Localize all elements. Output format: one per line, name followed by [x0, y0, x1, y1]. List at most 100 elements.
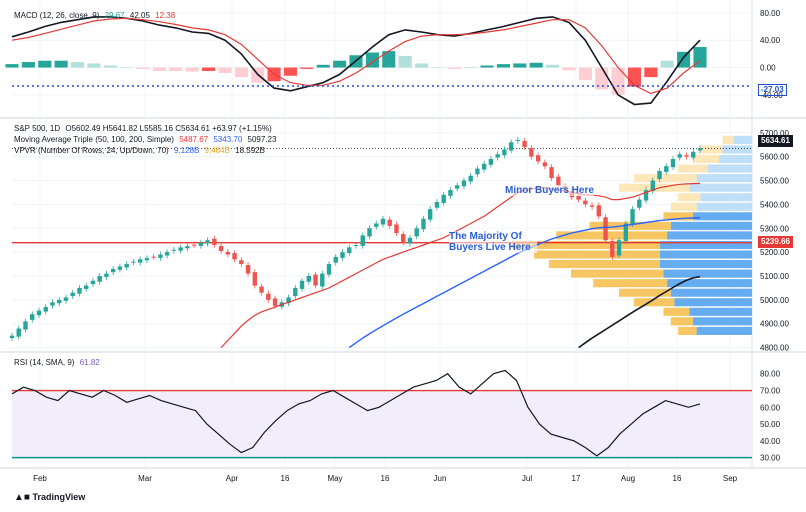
macd-histogram-bar	[578, 67, 592, 80]
volume-profile-up	[692, 154, 719, 164]
candle-body	[515, 139, 521, 141]
macd-histogram-bar	[333, 60, 347, 68]
candle-body	[117, 266, 123, 270]
macd-histogram-bar	[38, 60, 52, 68]
macd-histogram-bar	[120, 67, 134, 69]
x-tick-label: Sep	[723, 474, 738, 483]
price-tick-label: 5100.00	[760, 272, 789, 281]
candle-body	[164, 252, 170, 256]
price-legend-symbol: S&P 500, 1D	[14, 124, 61, 133]
macd-histogram-bar	[431, 67, 445, 69]
macd-histogram-bar	[185, 67, 199, 72]
candle-body	[97, 276, 102, 282]
x-tick-label: 16	[281, 474, 290, 483]
candle-body	[414, 228, 419, 237]
candle-body	[320, 273, 325, 287]
volume-profile-down	[700, 193, 752, 202]
candle-body	[50, 302, 55, 306]
candle-body	[441, 194, 446, 203]
candle-body	[596, 205, 602, 217]
x-tick-label: 16	[673, 474, 682, 483]
tradingview-logo[interactable]: ▲■ TradingView	[14, 492, 85, 503]
candle-body	[508, 142, 514, 151]
candle-body	[198, 242, 204, 246]
price-tick-label: 5400.00	[760, 200, 789, 209]
volume-profile-up	[700, 145, 723, 154]
candle-body	[110, 268, 116, 273]
candle-body	[448, 190, 453, 196]
candle-body	[43, 307, 48, 312]
macd-histogram-bar	[546, 64, 560, 68]
macd-histogram-bar	[5, 64, 19, 68]
candle-body	[272, 298, 278, 306]
macd-histogram-bar	[677, 51, 691, 68]
volume-profile-up	[663, 212, 693, 221]
candle-body	[178, 247, 183, 251]
price-tick-label: 5300.00	[760, 224, 789, 233]
volume-profile-down	[670, 221, 752, 230]
vpvr-legend-v3: 18.592B	[235, 146, 265, 155]
candle-body	[218, 245, 224, 251]
candle-body	[77, 287, 82, 294]
candle-body	[407, 237, 413, 244]
volume-profile-down	[696, 174, 752, 183]
candle-body	[495, 154, 500, 158]
macd-histogram-bar	[382, 51, 396, 68]
tradingview-label: TradingView	[32, 492, 86, 502]
macd-histogram-bar	[70, 62, 85, 68]
rsi-tick-label: 50.00	[760, 420, 781, 429]
x-tick-label: Aug	[621, 474, 635, 483]
volume-profile-down	[692, 317, 752, 326]
price-tick-label: 5500.00	[760, 177, 789, 186]
candle-body	[252, 272, 258, 286]
macd-histogram-bar	[464, 66, 478, 68]
price-tick-label: 4800.00	[760, 344, 789, 353]
candle-body	[9, 335, 15, 339]
candle-body	[16, 328, 21, 337]
volume-profile-down	[696, 326, 752, 335]
candle-body	[353, 244, 359, 246]
volume-profile-down	[707, 164, 752, 173]
macd-histogram-bar	[316, 64, 330, 68]
volume-profile-down	[659, 250, 752, 259]
candle-body	[461, 180, 467, 187]
candle-body	[556, 176, 561, 186]
volume-profile-down	[696, 202, 752, 211]
macd-histogram-bar	[152, 67, 166, 71]
candle-body	[677, 154, 682, 158]
candle-body	[468, 175, 473, 182]
candle-body	[401, 233, 406, 243]
volume-profile-down	[667, 279, 752, 288]
candle-body	[191, 244, 197, 246]
macd-histogram-bar	[54, 60, 68, 68]
macd-histogram-bar	[103, 65, 117, 68]
candle-body	[529, 148, 534, 157]
candle-body	[360, 235, 365, 246]
volume-profile-up	[512, 240, 660, 250]
rsi-legend-value: 61.82	[79, 358, 100, 367]
candle-body	[475, 168, 480, 175]
rsi-tick-label: 70.00	[760, 387, 781, 396]
volume-profile-down	[722, 145, 752, 154]
macd-tick-label: 40.00	[760, 36, 781, 45]
current-price-tag: 5634.61	[758, 135, 793, 147]
price-tick-label: 5200.00	[760, 248, 789, 257]
candle-body	[70, 292, 75, 297]
rsi-band-fill	[12, 390, 752, 458]
candle-body	[428, 209, 433, 220]
ma100-legend-value: 5343.70	[213, 135, 243, 144]
candle-body	[245, 265, 251, 274]
candle-body	[340, 252, 345, 258]
x-tick-label: 17	[572, 474, 581, 483]
candle-body	[286, 297, 291, 304]
volume-profile-down	[689, 307, 752, 316]
candle-body	[434, 202, 440, 208]
macd-histogram-bar	[562, 67, 576, 71]
ma-legend-label: Moving Average Triple (50, 100, 200, Sim…	[14, 135, 174, 144]
volume-profile-down	[718, 154, 752, 164]
vpvr-legend-label: VPVR (Number Of Rows, 24, Up/Down, 70)	[14, 146, 169, 155]
candle-body	[333, 256, 338, 263]
x-tick-label: Mar	[138, 474, 152, 483]
annotation-majority-buyers: The Majority Of Buyers Live Here	[449, 231, 537, 253]
